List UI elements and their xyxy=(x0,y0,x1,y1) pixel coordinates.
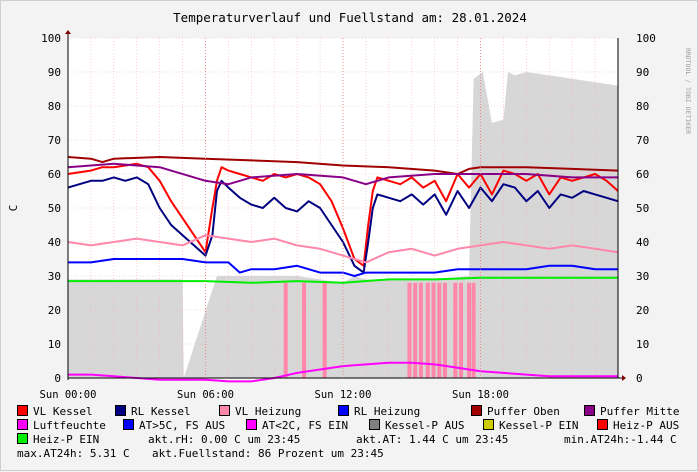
legend-swatch xyxy=(338,405,349,416)
y-tick-label-left: 50 xyxy=(48,202,61,215)
y-tick-label-right: 50 xyxy=(636,202,649,215)
legend-item-rl-kessel: RL Kessel xyxy=(115,405,191,418)
legend-item-luftfeuchte: Luftfeuchte xyxy=(17,419,106,432)
legend-label: AT>5C, FS AUS xyxy=(139,419,226,432)
status-fuellstand: akt.Fuellstand: 86 Prozent um 23:45 xyxy=(152,447,384,460)
y-tick-label-right: 10 xyxy=(636,338,649,351)
y-tick-label-left: 20 xyxy=(48,304,61,317)
x-tick-label: Sun 06:00 xyxy=(177,389,234,401)
y-tick-label-right: 70 xyxy=(636,134,649,147)
legend-swatch xyxy=(123,419,134,430)
legend-swatch xyxy=(597,419,608,430)
chart-title: Temperaturverlauf und Fuellstand am: 28.… xyxy=(173,10,527,25)
legend-label: Kessel-P EIN xyxy=(499,419,579,432)
y-tick-label-right: 60 xyxy=(636,168,649,181)
legend-item-puffer-oben: Puffer Oben xyxy=(471,405,560,418)
legend-swatch xyxy=(17,405,28,416)
pump-bar xyxy=(322,282,327,378)
legend-swatch xyxy=(17,433,28,444)
y-tick-label-left: 0 xyxy=(54,372,61,385)
y-tick-label-left: 30 xyxy=(48,270,61,283)
y-tick-label-left: 10 xyxy=(48,338,61,351)
y-tick-label-left: 100 xyxy=(41,32,61,45)
legend-label: Puffer Oben xyxy=(487,405,560,418)
x-tick-label: Sun 18:00 xyxy=(452,389,509,401)
y-tick-label-right: 30 xyxy=(636,270,649,283)
legend-swatch xyxy=(471,405,482,416)
x-tick-label: Sun 12:00 xyxy=(315,389,372,401)
legend-label: VL Kessel xyxy=(33,405,93,418)
legend-swatch xyxy=(219,405,230,416)
pump-bar xyxy=(459,282,464,378)
status-min-at: min.AT24h:-1.44 C xyxy=(564,433,677,446)
plot-area: 0 0 10 10 20 20 30 30 40 40 50 50 60 60 70 70 80 80 90 90 10… xyxy=(40,30,656,401)
y-axis-label: C xyxy=(7,205,20,212)
series-line-2 xyxy=(67,234,619,264)
legend-swatch xyxy=(17,419,28,430)
legend-item-at-lt-2c: AT<2C, FS EIN xyxy=(246,419,348,432)
legend-item-rl-heizung: RL Heizung xyxy=(338,405,420,418)
legend-item-heiz-p-aus: Heiz-P AUS xyxy=(597,419,679,432)
legend-item-vl-heizung: VL Heizung xyxy=(219,405,301,418)
legend-label: Luftfeuchte xyxy=(33,419,106,432)
legend-label: Heiz-P EIN xyxy=(33,433,100,446)
legend-swatch xyxy=(369,419,380,430)
pump-bar xyxy=(437,282,442,378)
pump-bar xyxy=(425,282,430,378)
status-max-at: max.AT24h: 5.31 C xyxy=(17,447,130,460)
y-tick-label-left: 70 xyxy=(48,134,61,147)
y-tick-label-right: 100 xyxy=(636,32,656,45)
y-tick-label-left: 90 xyxy=(48,66,61,79)
y-axis-arrow xyxy=(65,30,71,34)
y-tick-label-left: 80 xyxy=(48,100,61,113)
legend-item-kessel-p-aus: Kessel-P AUS xyxy=(369,419,464,432)
series-line-12 xyxy=(68,276,618,284)
pump-bar xyxy=(442,282,447,378)
rrdtool-watermark: RRDTOOL / TOBI OETIKER xyxy=(684,48,692,134)
pump-bar xyxy=(418,282,423,378)
legend-item-vl-kessel: VL Kessel xyxy=(17,405,93,418)
y-tick-label-right: 20 xyxy=(636,304,649,317)
y-tick-label-right: 80 xyxy=(636,100,649,113)
legend-label: AT<2C, FS EIN xyxy=(262,419,349,432)
series-line-4 xyxy=(67,156,619,175)
x-tick-label: Sun 00:00 xyxy=(40,389,97,401)
legend-swatch xyxy=(115,405,126,416)
legend-label: Puffer Mitte xyxy=(600,405,680,418)
legend-swatch xyxy=(246,419,257,430)
legend-swatch xyxy=(483,419,494,430)
pump-bar xyxy=(283,282,288,378)
legend-item-puffer-mitte: Puffer Mitte xyxy=(584,405,679,418)
y-tick-label-right: 0 xyxy=(636,372,643,385)
pump-bar xyxy=(453,282,458,378)
legend-label: Heiz-P AUS xyxy=(613,419,680,432)
series-line-6 xyxy=(68,361,618,383)
legend-item-heiz-p-ein: Heiz-P EIN xyxy=(17,433,99,446)
y-tick-label-right: 90 xyxy=(636,66,649,79)
legend-label: VL Heizung xyxy=(235,405,302,418)
pump-bar xyxy=(431,282,436,378)
y-tick-label-right: 40 xyxy=(636,236,649,249)
pump-bar xyxy=(407,282,412,378)
pump-bar xyxy=(471,282,476,378)
series-area-9 xyxy=(68,72,618,378)
series-line-5 xyxy=(67,162,618,186)
legend-label: RL Heizung xyxy=(354,405,421,418)
pump-bar xyxy=(302,282,307,378)
x-axis-arrow xyxy=(622,375,626,381)
y-tick-label-left: 60 xyxy=(48,168,61,181)
legend-item-kessel-p-ein: Kessel-P EIN xyxy=(483,419,578,432)
legend-label: RL Kessel xyxy=(131,405,191,418)
pump-bar xyxy=(467,282,472,378)
status-akt-at: akt.AT: 1.44 C um 23:45 xyxy=(356,433,509,446)
y-tick-label-left: 40 xyxy=(48,236,61,249)
legend-item-at-gt-5c: AT>5C, FS AUS xyxy=(123,419,225,432)
legend-label: Kessel-P AUS xyxy=(385,419,465,432)
legend-swatch xyxy=(584,405,595,416)
status-akt-rh: akt.rH: 0.00 C um 23:45 xyxy=(148,433,301,446)
pump-bar xyxy=(413,282,418,378)
series-line-0 xyxy=(67,162,619,267)
